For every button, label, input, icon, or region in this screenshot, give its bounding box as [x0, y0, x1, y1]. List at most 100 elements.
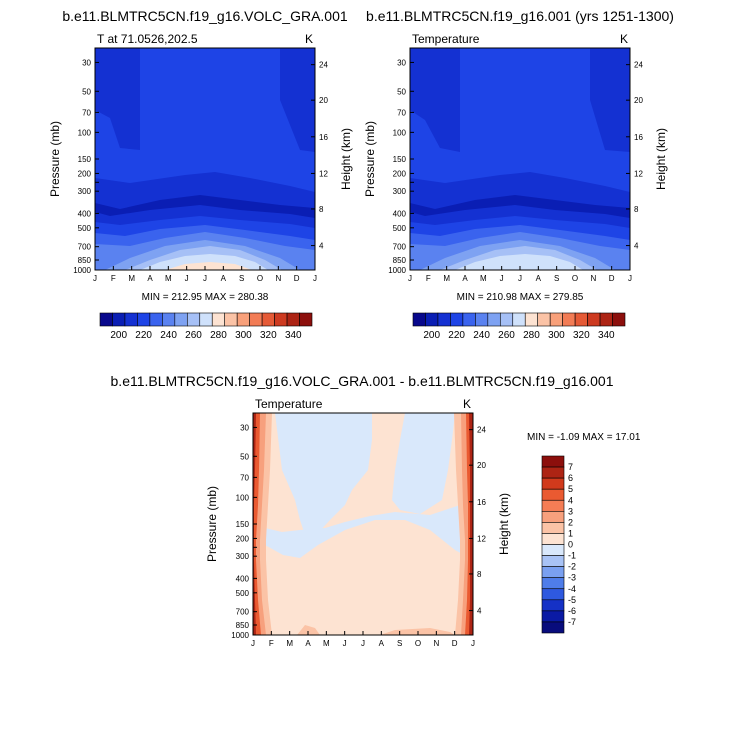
colorbar-swatch	[99, 312, 113, 327]
height-tick-label: 16	[319, 133, 328, 142]
colorbar-label: 280	[523, 330, 540, 341]
height-tick-label: 20	[319, 96, 328, 105]
colorbar-swatch	[612, 312, 626, 327]
panel-2-y2label: Height (km)	[654, 128, 668, 190]
colorbar-swatch	[112, 312, 126, 327]
colorbar-label: 260	[185, 330, 202, 341]
colorbar-top: 200 220 240 260 280 300 320 340	[99, 312, 313, 341]
colorbar-label: 3	[568, 506, 573, 516]
pressure-tick-label: 30	[397, 58, 406, 67]
height-tick-label: 20	[477, 461, 486, 470]
colorbar-swatch	[541, 544, 565, 556]
x-tick-label: O	[415, 639, 421, 648]
colorbar-label: -6	[568, 606, 576, 616]
colorbar-swatch	[224, 312, 238, 327]
panel-3: b.e11.BLMTRC5CN.f19_g16.VOLC_GRA.001 - b…	[111, 373, 641, 648]
x-tick-label: N	[433, 639, 439, 648]
height-tick-label: 4	[634, 242, 639, 251]
x-tick-label: J	[185, 274, 189, 283]
panel-3-y2label: Height (km)	[497, 493, 511, 555]
colorbar-label: 220	[448, 330, 465, 341]
colorbar-label: 280	[210, 330, 227, 341]
panel-1-contour-field	[95, 48, 315, 270]
colorbar-label: -2	[568, 562, 576, 572]
x-tick-label: D	[609, 274, 615, 283]
x-tick-label: O	[572, 274, 578, 283]
x-tick-label: A	[221, 274, 227, 283]
x-tick-label: N	[590, 274, 596, 283]
colorbar-label: 6	[568, 473, 573, 483]
x-tick-label: J	[500, 274, 504, 283]
colorbar-swatch	[199, 312, 213, 327]
colorbar-swatch	[512, 312, 526, 327]
x-tick-label: J	[203, 274, 207, 283]
colorbar-label: 4	[568, 495, 573, 505]
colorbar-label: 2	[568, 517, 573, 527]
pressure-tick-label: 300	[236, 552, 250, 561]
pressure-tick-label: 200	[78, 169, 92, 178]
colorbar-swatch	[450, 312, 464, 327]
panel-2-left-label: Temperature	[412, 32, 480, 46]
pressure-tick-label: 400	[393, 209, 407, 218]
pressure-tick-label: 850	[236, 621, 250, 630]
height-tick-label: 12	[634, 169, 643, 178]
colorbar-label: -4	[568, 584, 576, 594]
x-tick-label: M	[443, 274, 450, 283]
colorbar-swatch	[541, 466, 565, 479]
pressure-tick-label: 100	[393, 128, 407, 137]
panel-2-contour-field	[410, 48, 630, 270]
colorbar-swatch	[541, 455, 565, 468]
pressure-tick-label: 50	[82, 87, 91, 96]
x-tick-label: S	[554, 274, 559, 283]
colorbar-swatch	[541, 588, 565, 601]
height-tick-label: 12	[477, 534, 486, 543]
panel-3-ylabel: Pressure (mb)	[205, 486, 219, 562]
colorbar-swatch	[599, 312, 613, 327]
panel-2-title: b.e11.BLMTRC5CN.f19_g16.001 (yrs 1251-13…	[366, 8, 674, 24]
pressure-tick-label: 70	[397, 108, 406, 117]
x-tick-label: A	[536, 274, 542, 283]
colorbar-swatch	[541, 533, 565, 545]
x-tick-label: F	[111, 274, 116, 283]
x-tick-label: J	[408, 274, 412, 283]
colorbar-swatch	[211, 312, 226, 327]
colorbar-label: 1	[568, 528, 573, 538]
x-tick-label: S	[397, 639, 402, 648]
colorbar-label: 220	[135, 330, 152, 341]
pressure-tick-label: 1000	[231, 631, 249, 640]
x-tick-label: O	[257, 274, 263, 283]
panel-2-minmax: MIN = 210.98 MAX = 279.85	[457, 292, 584, 303]
pressure-tick-label: 400	[78, 209, 92, 218]
colorbar-swatch	[174, 312, 188, 327]
panel-1-title: b.e11.BLMTRC5CN.f19_g16.VOLC_GRA.001	[62, 8, 348, 24]
colorbar-swatch	[541, 488, 565, 501]
x-tick-label: M	[165, 274, 172, 283]
colorbar-swatch	[541, 577, 565, 590]
colorbar-swatch	[149, 312, 163, 327]
x-tick-label: S	[239, 274, 244, 283]
colorbar-swatch	[587, 312, 601, 327]
pressure-tick-label: 700	[78, 243, 92, 252]
pressure-tick-label: 500	[236, 589, 250, 598]
height-tick-label: 24	[319, 61, 328, 70]
pressure-tick-label: 400	[236, 574, 250, 583]
height-tick-label: 16	[634, 133, 643, 142]
pressure-tick-label: 300	[78, 187, 92, 196]
pressure-tick-label: 100	[236, 493, 250, 502]
colorbar-label: 340	[285, 330, 302, 341]
x-tick-label: J	[313, 274, 317, 283]
x-tick-label: A	[305, 639, 311, 648]
colorbar-swatch	[236, 312, 250, 327]
colorbar-swatch	[412, 312, 426, 327]
x-tick-label: J	[251, 639, 255, 648]
x-tick-label: M	[480, 274, 487, 283]
colorbar-swatch	[249, 312, 263, 327]
pressure-tick-label: 200	[393, 169, 407, 178]
colorbar-swatch	[541, 610, 565, 623]
colorbar-swatch	[524, 312, 539, 327]
colorbar-label: -7	[568, 617, 576, 627]
colorbar-swatch	[137, 312, 151, 327]
x-tick-label: D	[294, 274, 300, 283]
colorbar-swatch	[541, 499, 565, 512]
